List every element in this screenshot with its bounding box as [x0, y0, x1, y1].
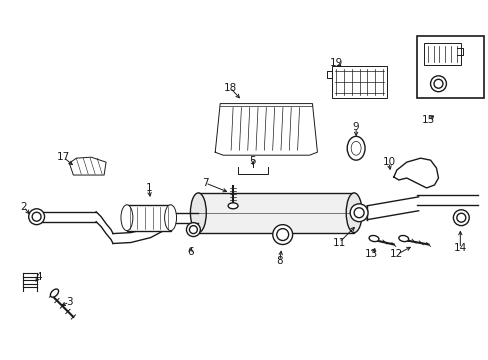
Text: 19: 19	[329, 58, 342, 68]
Ellipse shape	[433, 79, 442, 88]
Ellipse shape	[164, 205, 176, 231]
Ellipse shape	[50, 289, 59, 297]
Text: 10: 10	[382, 157, 395, 167]
Ellipse shape	[350, 141, 360, 155]
Ellipse shape	[368, 235, 378, 242]
Ellipse shape	[349, 204, 367, 222]
Text: 13: 13	[364, 249, 377, 260]
Ellipse shape	[429, 76, 446, 92]
Ellipse shape	[228, 203, 238, 209]
Text: 9: 9	[352, 122, 359, 132]
Ellipse shape	[121, 205, 133, 231]
Ellipse shape	[353, 208, 364, 218]
Text: 3: 3	[66, 297, 73, 307]
Text: 14: 14	[453, 243, 466, 253]
Text: 5: 5	[249, 156, 256, 166]
Ellipse shape	[346, 193, 361, 233]
Text: 11: 11	[332, 238, 345, 248]
Ellipse shape	[190, 193, 206, 233]
Ellipse shape	[29, 209, 44, 225]
Ellipse shape	[32, 212, 41, 221]
Text: 4: 4	[35, 272, 42, 282]
Bar	[127, 205, 170, 231]
Text: 8: 8	[276, 256, 283, 266]
Text: 17: 17	[57, 152, 70, 162]
Text: 2: 2	[20, 202, 27, 212]
Bar	[423, 43, 460, 65]
Polygon shape	[393, 158, 438, 188]
Text: 7: 7	[202, 178, 208, 188]
Ellipse shape	[398, 235, 408, 242]
Ellipse shape	[276, 229, 288, 240]
Polygon shape	[215, 104, 317, 155]
Bar	[198, 193, 353, 233]
Ellipse shape	[346, 136, 365, 160]
Text: 1: 1	[145, 183, 152, 193]
Ellipse shape	[189, 226, 197, 234]
Text: 16: 16	[444, 36, 457, 46]
Bar	[416, 36, 483, 98]
Ellipse shape	[456, 213, 465, 222]
Polygon shape	[69, 157, 106, 175]
Text: 6: 6	[187, 247, 193, 257]
Text: 15: 15	[421, 116, 434, 126]
Text: 12: 12	[389, 249, 403, 260]
Ellipse shape	[452, 210, 468, 226]
Ellipse shape	[272, 225, 292, 244]
Text: 18: 18	[223, 83, 236, 93]
Bar	[332, 66, 386, 98]
Ellipse shape	[186, 223, 200, 237]
